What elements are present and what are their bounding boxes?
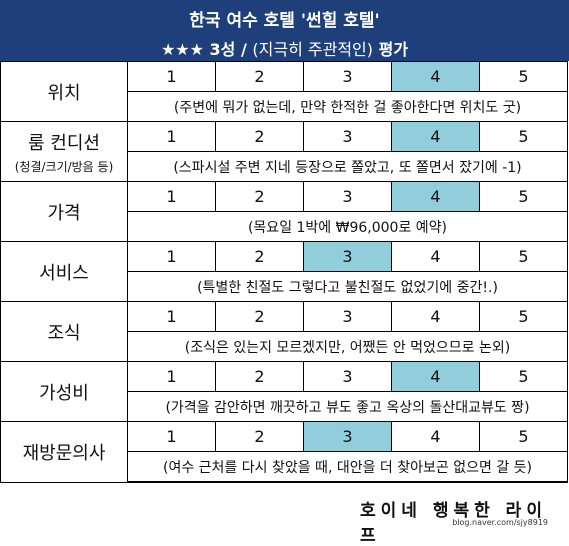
score-cell: 1 <box>127 301 216 332</box>
rating-comment: (특별한 친절도 그렇다고 불친절도 없었기에 중간!.) <box>127 271 568 302</box>
score-cell: 4 <box>391 301 480 332</box>
category-name: 서비스 <box>39 262 89 284</box>
score-cell: 1 <box>127 361 216 392</box>
category-name: 재방문의사 <box>22 442 106 464</box>
score-cell: 4 <box>391 241 480 272</box>
category-label: 조식 <box>0 301 128 362</box>
rating-row: 위치 1 2 3 4 5 <box>0 61 568 122</box>
score-cell: 5 <box>479 61 568 92</box>
rating-note-row: (여수 근처를 다시 찾았을 때, 대안을 더 찾아보곤 없으면 갈 듯) <box>1 451 568 483</box>
rating-table: 위치 1 2 3 4 5 (주변에 뭐가 없는데, 만약 한적한 걸 좋아한다면 위치도 굿… <box>0 61 568 483</box>
rating-row: 가격 1 2 3 4 5 <box>0 181 568 242</box>
score-cell-selected: 4 <box>391 61 480 92</box>
evaluation-text: 평가 <box>378 40 409 59</box>
score-cell-selected: 3 <box>303 421 392 452</box>
score-cell: 2 <box>215 121 304 152</box>
rating-row: 재방문의사 1 2 3 4 5 <box>0 421 568 483</box>
rating-comment: (가격을 감안하면 깨끗하고 뷰도 좋고 옥상의 돌산대교뷰도 짱) <box>127 391 568 422</box>
score-cell: 5 <box>479 181 568 212</box>
rating-comment: (목요일 1박에 ₩96,000로 예약) <box>127 211 568 242</box>
score-cell: 1 <box>127 61 216 92</box>
score-cell: 5 <box>479 421 568 452</box>
score-cell: 5 <box>479 301 568 332</box>
score-cell: 3 <box>303 181 392 212</box>
score-cell: 1 <box>127 121 216 152</box>
score-cell: 1 <box>127 241 216 272</box>
score-cell: 5 <box>479 361 568 392</box>
rating-comment: (스파시설 주변 지네 등장으로 쫄았고, 또 쫄면서 잤기에 -1) <box>127 151 568 182</box>
category-label: 룸 컨디션 (청결/크기/방음 등) <box>0 121 128 182</box>
score-cell-selected: 3 <box>303 241 392 272</box>
subjective-note: (지극히 주관적인) <box>252 40 374 59</box>
score-cell: 2 <box>215 421 304 452</box>
score-cell: 2 <box>215 61 304 92</box>
rating-comment: (여수 근처를 다시 찾았을 때, 대안을 더 찾아보곤 없으면 갈 듯) <box>127 451 568 483</box>
score-cell: 5 <box>479 241 568 272</box>
category-name: 가격 <box>47 202 81 224</box>
score-cell: 2 <box>215 301 304 332</box>
score-cell: 2 <box>215 361 304 392</box>
category-name: 룸 컨디션 <box>28 132 100 154</box>
grade-text: 3성 / <box>209 40 247 59</box>
score-cell-selected: 4 <box>391 181 480 212</box>
rating-note-row: (주변에 뭐가 없는데, 만약 한적한 걸 좋아한다면 위치도 굿) <box>1 91 568 122</box>
category-label: 재방문의사 <box>0 421 128 483</box>
rating-note-row: (특별한 친절도 그렇다고 불친절도 없었기에 중간!.) <box>1 271 568 302</box>
category-label: 서비스 <box>0 241 128 302</box>
page-title: 한국 여수 호텔 '썬힐 호텔' <box>189 11 380 31</box>
score-cell: 5 <box>479 121 568 152</box>
category-name: 가성비 <box>39 382 89 404</box>
rating-row: 조식 1 2 3 4 5 <box>0 301 568 362</box>
score-cell: 3 <box>303 61 392 92</box>
rating-comment: (주변에 뭐가 없는데, 만약 한적한 걸 좋아한다면 위치도 굿) <box>127 91 568 122</box>
score-cell: 3 <box>303 301 392 332</box>
score-cell-selected: 4 <box>391 361 480 392</box>
category-label: 가성비 <box>0 361 128 422</box>
rating-note-row: (스파시설 주변 지네 등장으로 쫄았고, 또 쫄면서 잤기에 -1) <box>1 151 568 182</box>
blog-watermark: 호이네 행복한 라이프 blog.naver.com/sjy8919 <box>360 496 560 546</box>
rating-note-row: (조식은 있는지 모르겠지만, 어쨌든 안 먹었으므로 논외) <box>1 331 568 362</box>
title-banner: 한국 여수 호텔 '썬힐 호텔' ★★★ 3성 / (지극히 주관적인) 평가 <box>0 0 569 61</box>
rating-comment: (조식은 있는지 모르겠지만, 어쨌든 안 먹었으므로 논외) <box>127 331 568 362</box>
star-rating: ★★★ <box>160 40 204 59</box>
category-name: 위치 <box>47 82 81 104</box>
rating-subtitle: ★★★ 3성 / (지극히 주관적인) 평가 <box>0 36 569 60</box>
score-cell: 1 <box>127 181 216 212</box>
rating-row: 가성비 1 2 3 4 5 <box>0 361 568 422</box>
score-cell: 1 <box>127 421 216 452</box>
score-cell: 3 <box>303 121 392 152</box>
score-cell: 2 <box>215 241 304 272</box>
category-name: 조식 <box>47 322 81 344</box>
rating-row: 룸 컨디션 (청결/크기/방음 등) 1 2 3 4 5 <box>0 121 568 182</box>
category-sublabel: (청결/크기/방음 등) <box>14 159 114 174</box>
rating-note-row: (가격을 감안하면 깨끗하고 뷰도 좋고 옥상의 돌산대교뷰도 짱) <box>1 391 568 422</box>
rating-row: 서비스 1 2 3 4 5 <box>0 241 568 302</box>
score-cell-selected: 4 <box>391 121 480 152</box>
score-cell: 2 <box>215 181 304 212</box>
category-label: 위치 <box>0 61 128 122</box>
score-cell: 3 <box>303 361 392 392</box>
score-cell: 4 <box>391 421 480 452</box>
watermark-url: blog.naver.com/sjy8919 <box>452 518 548 527</box>
category-label: 가격 <box>0 181 128 242</box>
